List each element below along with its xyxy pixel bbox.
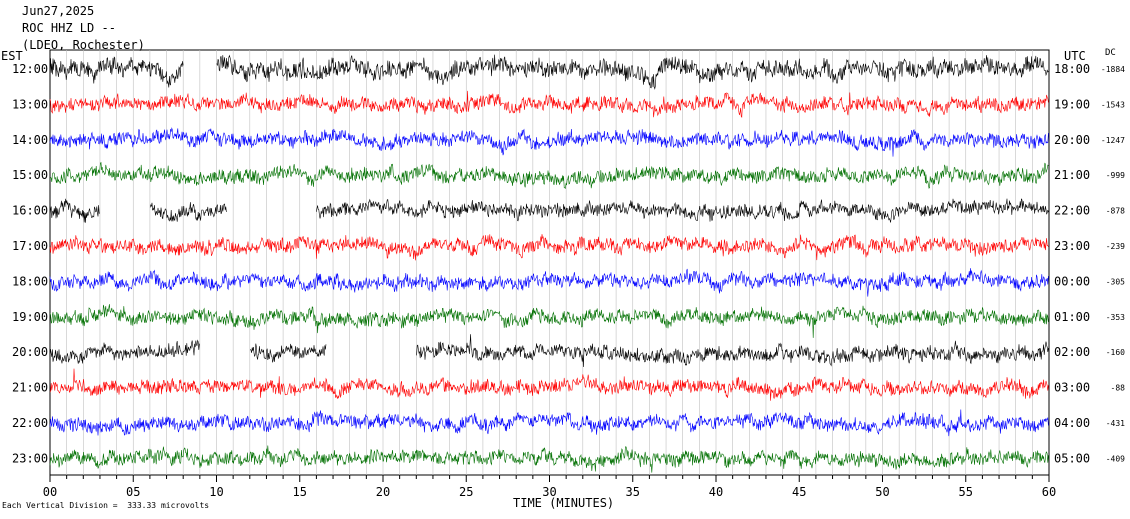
dc-offset-label: -305 <box>1106 277 1125 286</box>
x-tick-label: 05 <box>126 485 140 499</box>
seismic-traces <box>49 54 1049 473</box>
trace-row-1400 <box>49 127 1049 157</box>
est-hour-label: 20:00 <box>12 345 48 359</box>
dc-offset-label: -1543 <box>1101 100 1125 109</box>
est-hour-label: 14:00 <box>12 133 48 147</box>
utc-hour-label: 22:00 <box>1054 204 1090 218</box>
est-hour-label: 15:00 <box>12 168 48 182</box>
utc-hour-label: 02:00 <box>1054 345 1090 359</box>
vertical-division-footnote: Each Vertical Division = 333.33 microvol… <box>2 501 210 510</box>
trace-row-1200 <box>49 54 1049 90</box>
x-tick-label: 55 <box>959 485 973 499</box>
utc-hour-label: 23:00 <box>1054 239 1090 253</box>
utc-hour-label: 04:00 <box>1054 416 1090 430</box>
dc-offset-label: -409 <box>1106 454 1125 463</box>
dc-offset-label: -1884 <box>1101 65 1125 74</box>
utc-hour-label: 19:00 <box>1054 97 1090 111</box>
left-timezone-label: EST <box>1 49 23 63</box>
x-tick-label: 20 <box>376 485 390 499</box>
minute-grid <box>49 49 1050 476</box>
x-tick-label: 25 <box>459 485 473 499</box>
utc-hour-label: 21:00 <box>1054 168 1090 182</box>
trace-row-1800 <box>49 268 1049 297</box>
est-hour-label: 21:00 <box>12 381 48 395</box>
est-hour-label: 18:00 <box>12 274 48 288</box>
dc-offset-label: -353 <box>1106 313 1125 322</box>
utc-hour-label: 00:00 <box>1054 274 1090 288</box>
utc-hour-label: 05:00 <box>1054 451 1090 465</box>
x-tick-label: 50 <box>875 485 889 499</box>
est-hour-label: 12:00 <box>12 62 48 76</box>
dc-offset-label: -160 <box>1106 348 1125 357</box>
x-tick-label: 10 <box>209 485 223 499</box>
x-tick-label: 30 <box>542 485 556 499</box>
trace-row-2100 <box>49 368 1049 401</box>
dc-offset-label: -431 <box>1106 419 1125 428</box>
network-label: (LDEO, Rochester) <box>22 38 145 52</box>
dc-offset-label: -999 <box>1106 171 1125 180</box>
trace-row-2300 <box>49 445 1049 473</box>
station-code: ROC HHZ LD -- <box>22 21 116 35</box>
utc-hour-label: 20:00 <box>1054 133 1090 147</box>
x-tick-label: 45 <box>792 485 806 499</box>
est-hour-label: 22:00 <box>12 416 48 430</box>
trace-row-1700 <box>49 234 1049 261</box>
utc-hour-label: 01:00 <box>1054 310 1090 324</box>
trace-row-2200 <box>49 409 1049 437</box>
dc-offset-label: -878 <box>1106 207 1125 216</box>
trace-row-1900 <box>49 304 1049 338</box>
utc-hour-label: 03:00 <box>1054 381 1090 395</box>
x-axis-title: TIME (MINUTES) <box>513 496 615 510</box>
est-hour-label: 23:00 <box>12 451 48 465</box>
chart-header: Jun27,2025 ROC HHZ LD -- (LDEO, Rocheste… <box>22 3 145 54</box>
est-hour-label: 16:00 <box>12 204 48 218</box>
x-tick-label: 00 <box>43 485 57 499</box>
right-timezone-label: UTC <box>1064 49 1086 63</box>
trace-row-1600 <box>49 198 1049 223</box>
dc-offset-label: -1247 <box>1101 136 1125 145</box>
x-tick-label: 60 <box>1042 485 1056 499</box>
row-labels: 12:00 18:00 -1884 13:00 19:00 -1543 14:00 20:00… <box>12 62 1125 465</box>
x-tick-label: 35 <box>626 485 640 499</box>
dc-offset-label: -88 <box>1111 384 1126 393</box>
dc-header-label: DC <box>1105 48 1116 58</box>
est-hour-label: 19:00 <box>12 310 48 324</box>
est-hour-label: 17:00 <box>12 239 48 253</box>
chart-date: Jun27,2025 <box>22 4 95 18</box>
trace-row-1500 <box>49 161 1049 190</box>
utc-hour-label: 18:00 <box>1054 62 1090 76</box>
dc-offset-label: -239 <box>1106 242 1125 251</box>
trace-row-1300 <box>49 90 1049 118</box>
x-axis: 00 05 10 15 20 25 30 35 40 45 50 55 60 <box>43 475 1056 499</box>
x-tick-label: 15 <box>293 485 307 499</box>
trace-row-2000 <box>49 334 1049 368</box>
x-tick-label: 40 <box>709 485 723 499</box>
est-hour-label: 13:00 <box>12 97 48 111</box>
